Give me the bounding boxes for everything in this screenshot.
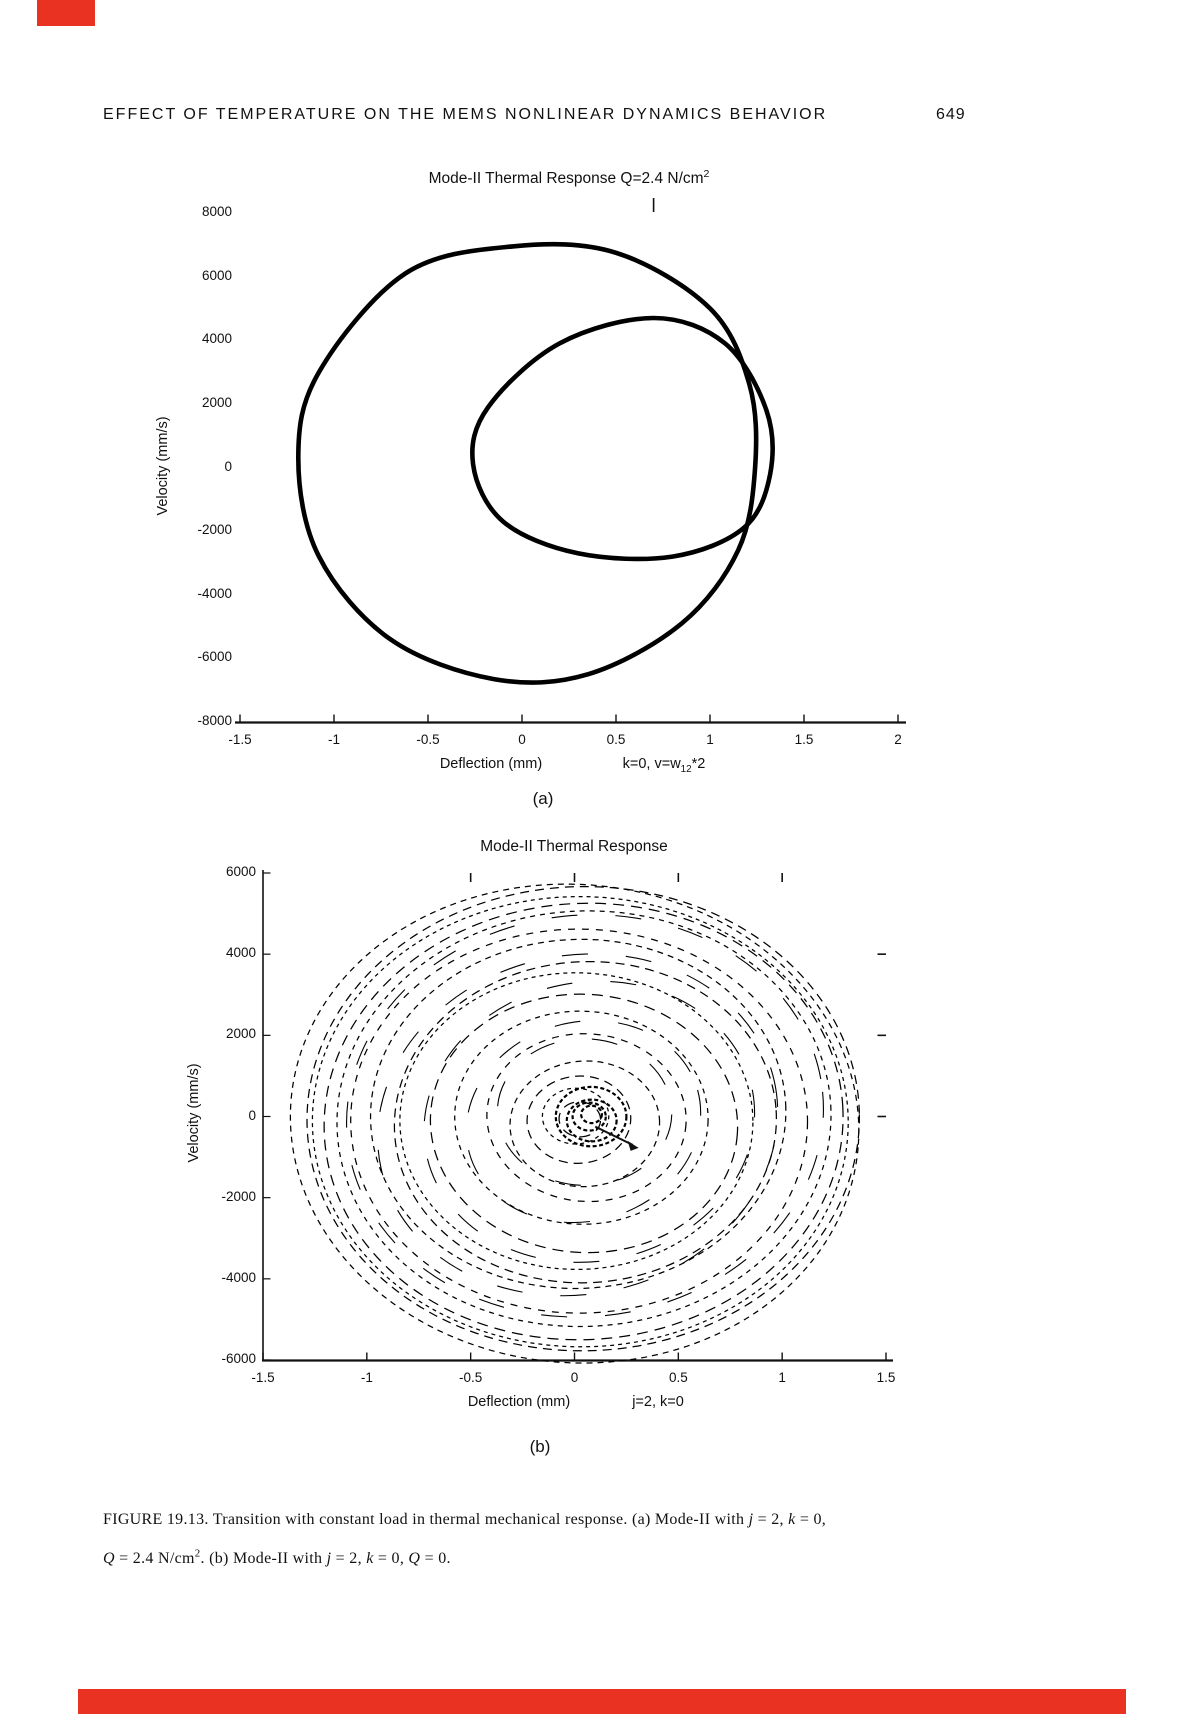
caption-line-1: FIGURE 19.13. Transition with constant l…: [103, 1511, 827, 1528]
chaotic-ring: [311, 895, 849, 1348]
chart-a-xlabel: Deflection (mm): [439, 756, 543, 772]
chart-a-y-tick-label: 4000: [201, 331, 232, 347]
chaotic-ring: [336, 910, 832, 1328]
chart-a-x-tick-label: 1: [706, 732, 714, 747]
chart-a-title: Mode-II Thermal Response Q=2.4 N/cm2: [428, 168, 710, 188]
chaotic-ring: [429, 993, 739, 1254]
chart-b-x-tick-label: 0: [570, 1370, 579, 1385]
chart-b-xlabel: Deflection (mm): [467, 1394, 571, 1410]
chart-b-title: Mode-II Thermal Response: [480, 838, 668, 855]
chart-a-x-tick-label: -0.5: [416, 732, 440, 747]
chaotic-ring: [558, 1101, 602, 1138]
chart-b-x-tick-label: -1: [360, 1370, 373, 1385]
subfigure-label-b: (b): [529, 1437, 551, 1456]
chart-a-x-tick-label: -1.5: [228, 732, 252, 747]
caption-line-2: Q = 2.4 N/cm2. (b) Mode-II with j = 2, k…: [103, 1548, 451, 1568]
chaotic-core-ring: [565, 1098, 618, 1143]
chaotic-sweep-arc: [423, 980, 756, 1263]
chaotic-sweep-arc: [377, 953, 779, 1297]
chart-a-annotation: k=0, v=w12*2: [622, 756, 706, 775]
subfigure-label-a: (a): [532, 789, 554, 808]
chart-b-y-tick-label: -4000: [221, 1269, 256, 1285]
chart-b-y-tick-label: 4000: [225, 945, 256, 961]
chaotic-ring: [289, 883, 860, 1364]
chart-b-y-tick-label: -6000: [221, 1351, 256, 1366]
chaotic-ring: [323, 902, 844, 1341]
chaotic-core-ring: [571, 1101, 607, 1132]
chart-a-x-tick-label: 0.5: [606, 732, 626, 747]
chart-b-annotation: j=2, k=0: [632, 1394, 684, 1410]
chart-b-x-tick-label: 1: [778, 1370, 786, 1385]
chart-b-x-tick-label: -0.5: [459, 1370, 483, 1385]
core-tail: [594, 1125, 634, 1146]
scan-artifact-bottom: [78, 1689, 1126, 1714]
chaotic-ring: [369, 938, 787, 1290]
scan-artifact-top: [37, 0, 95, 26]
orbit-outer: [296, 241, 759, 685]
chaotic-ring: [526, 1075, 632, 1164]
chart-a-ylabel: Velocity (mm/s): [155, 416, 171, 516]
chaotic-ring: [393, 960, 778, 1284]
chart-a-x-tick-label: -1: [327, 732, 341, 747]
chaotic-ring: [486, 1033, 687, 1203]
chart-b-x-tick-label: 0.5: [668, 1370, 688, 1385]
chart-b-x-tick-label: 1.5: [876, 1370, 896, 1385]
chart-a-y-tick-label: 0: [224, 458, 232, 474]
chart-b-y-tick-label: -2000: [221, 1188, 256, 1204]
chaotic-core-ring: [554, 1085, 628, 1148]
page-number: 649: [936, 106, 966, 123]
chart-a-y-tick-label: -6000: [197, 649, 232, 665]
chart-a-y-tick-label: 8000: [201, 204, 232, 219]
chart-a-x-tick-label: 0: [518, 732, 526, 747]
chart-b-y-tick-label: 2000: [225, 1026, 256, 1042]
chart-a-y-tick-label: -8000: [197, 713, 232, 728]
chart-a-y-tick-label: -4000: [197, 585, 232, 601]
chart-b-y-tick-label: 0: [248, 1107, 256, 1123]
chaotic-sweep-arc: [346, 914, 824, 1318]
chaotic-ring: [350, 928, 809, 1314]
chart-b-y-tick-label: 6000: [225, 864, 256, 879]
chaotic-ring: [306, 885, 861, 1352]
chaotic-sweep-arc: [465, 1020, 702, 1224]
chaotic-core-ring: [579, 1104, 603, 1125]
orbit-inner: [470, 315, 775, 562]
chart-a-x-tick-label: 2: [894, 732, 902, 747]
chart-b-ylabel: Velocity (mm/s): [186, 1063, 202, 1163]
chaotic-ring: [509, 1060, 661, 1188]
chaotic-sweep-arc: [496, 1038, 673, 1186]
chaotic-ring: [454, 1010, 709, 1225]
chart-a-y-tick-label: -2000: [197, 522, 232, 538]
figure-caption: FIGURE 19.13. Transition with constant l…: [103, 1503, 973, 1576]
core-tail-arrowhead: [627, 1140, 639, 1151]
running-head: EFFECT OF TEMPERATURE ON THE MEMS NONLIN…: [103, 106, 828, 123]
chart-a-y-tick-label: 6000: [201, 267, 232, 283]
chart-a-y-tick-label: 2000: [201, 394, 232, 410]
chart-a-x-tick-label: 1.5: [794, 732, 814, 747]
chart-b-x-tick-label: -1.5: [251, 1370, 275, 1385]
chaotic-ring: [399, 972, 754, 1271]
